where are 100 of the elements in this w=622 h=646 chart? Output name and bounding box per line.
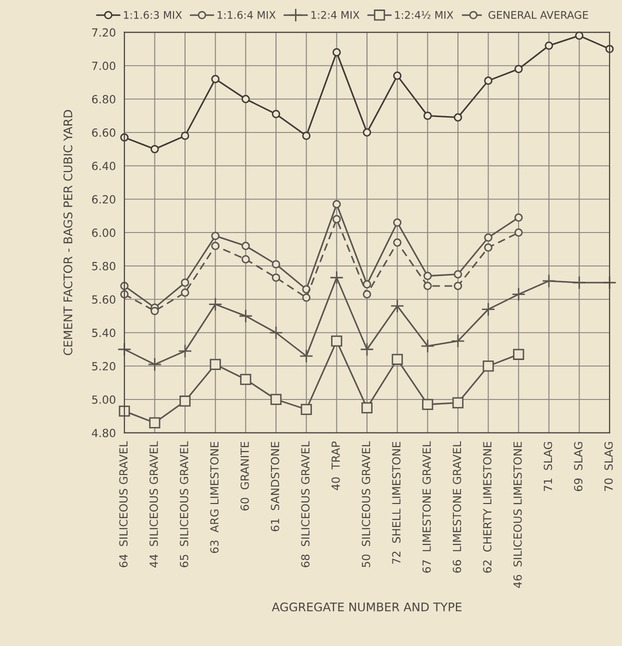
point xyxy=(210,358,221,370)
point xyxy=(240,374,252,385)
y-tick-label: 7.20 xyxy=(92,28,116,37)
legend-label: 1:2:4 MIX xyxy=(311,11,360,19)
x-tick-label: 69 SLAG xyxy=(574,442,582,492)
point xyxy=(238,309,253,323)
point xyxy=(602,276,617,290)
point xyxy=(482,360,494,372)
y-tick-label: 5.60 xyxy=(92,295,116,304)
point xyxy=(242,242,250,250)
x-tick-label: 70 SLAG xyxy=(604,442,613,491)
point xyxy=(542,274,556,288)
point xyxy=(179,396,191,407)
point xyxy=(360,342,374,356)
point xyxy=(422,398,434,410)
point xyxy=(330,270,344,285)
point xyxy=(211,232,220,240)
legend-label: 1:1.6:3 MIX xyxy=(124,11,182,19)
point xyxy=(180,288,190,297)
point xyxy=(302,132,310,140)
point xyxy=(211,242,220,250)
point xyxy=(423,282,432,290)
point xyxy=(392,354,403,365)
point xyxy=(513,348,524,360)
point xyxy=(150,144,159,154)
point xyxy=(423,112,432,120)
point xyxy=(362,290,372,298)
point xyxy=(451,334,465,348)
point xyxy=(272,110,280,118)
x-tick-label: 62 CHERTY LIMESTONE xyxy=(483,442,492,573)
point xyxy=(300,404,312,416)
legend-label: GENERAL AVERAGE xyxy=(488,11,588,19)
point xyxy=(178,344,192,358)
x-tick-label: 66 LIMESTONE GRAVEL xyxy=(452,441,462,573)
y-tick-label: 6.00 xyxy=(92,228,116,237)
point xyxy=(572,276,586,290)
point xyxy=(180,278,190,287)
x-tick-label: 61 SANDSTONE xyxy=(270,442,280,532)
point xyxy=(484,233,492,242)
point xyxy=(514,213,523,222)
legend-label: 1:1.6:4 MIX xyxy=(218,11,276,19)
point xyxy=(270,394,282,405)
point xyxy=(420,339,435,353)
y-axis-title: CEMENT FACTOR - BAGS PER CUBIC YARD xyxy=(63,110,72,356)
point xyxy=(332,215,341,224)
point xyxy=(299,349,314,363)
point xyxy=(118,406,130,417)
point xyxy=(454,282,462,290)
point xyxy=(454,270,462,278)
point xyxy=(481,302,496,316)
point xyxy=(242,255,250,264)
point xyxy=(454,113,462,122)
x-tick-label: 68 SILICEOUS GRAVEL xyxy=(301,441,310,568)
point xyxy=(211,74,220,84)
x-tick-label: 50 SILICEOUS GRAVEL xyxy=(362,441,370,568)
point xyxy=(361,402,373,414)
point xyxy=(452,397,464,408)
point xyxy=(484,243,492,252)
point xyxy=(331,335,342,347)
point xyxy=(208,297,222,312)
point xyxy=(302,293,310,302)
x-tick-label: 63 ARG LIMESTONE xyxy=(210,442,219,554)
x-tick-label: 71 SLAG xyxy=(544,442,552,491)
point xyxy=(180,132,190,140)
point xyxy=(544,41,554,50)
x-axis-title: AGGREGATE NUMBER AND TYPE xyxy=(272,602,462,612)
point xyxy=(332,48,341,56)
point xyxy=(117,342,132,356)
point xyxy=(393,72,402,80)
point xyxy=(272,273,280,282)
y-tick-label: 7.00 xyxy=(92,62,116,70)
y-tick-label: 5.20 xyxy=(92,362,116,370)
x-tick-label: 46 SILICEOUS LIMESTONE xyxy=(513,442,522,588)
y-tick-label: 6.80 xyxy=(92,95,116,104)
point xyxy=(514,64,523,74)
y-tick-label: 5.80 xyxy=(92,262,116,270)
y-tick-label: 6.60 xyxy=(92,128,116,137)
point xyxy=(423,272,432,280)
y-tick-label: 5.00 xyxy=(92,395,116,404)
point xyxy=(514,228,523,237)
point xyxy=(272,260,280,268)
point xyxy=(484,76,492,85)
point xyxy=(362,128,372,137)
point xyxy=(393,218,402,227)
point xyxy=(149,417,160,428)
x-tick-label: 72 SHELL LIMESTONE xyxy=(392,442,401,564)
x-tick-label: 40 TRAP xyxy=(331,442,340,490)
point xyxy=(150,306,159,316)
x-tick-label: 44 SILICEOUS GRAVEL xyxy=(150,441,158,568)
point xyxy=(242,94,250,104)
legend-label: 1:2:4½ MIX xyxy=(395,11,454,19)
x-tick-label: 60 GRANITE xyxy=(240,442,249,510)
point xyxy=(332,200,341,208)
y-tick-label: 5.40 xyxy=(92,328,116,338)
point xyxy=(148,357,162,372)
y-tick-label: 4.80 xyxy=(92,428,116,438)
x-tick-label: 64 SILICEOUS GRAVEL xyxy=(119,441,128,568)
point xyxy=(269,326,283,340)
point xyxy=(390,299,404,313)
x-tick-label: 65 SILICEOUS GRAVEL xyxy=(180,441,188,568)
